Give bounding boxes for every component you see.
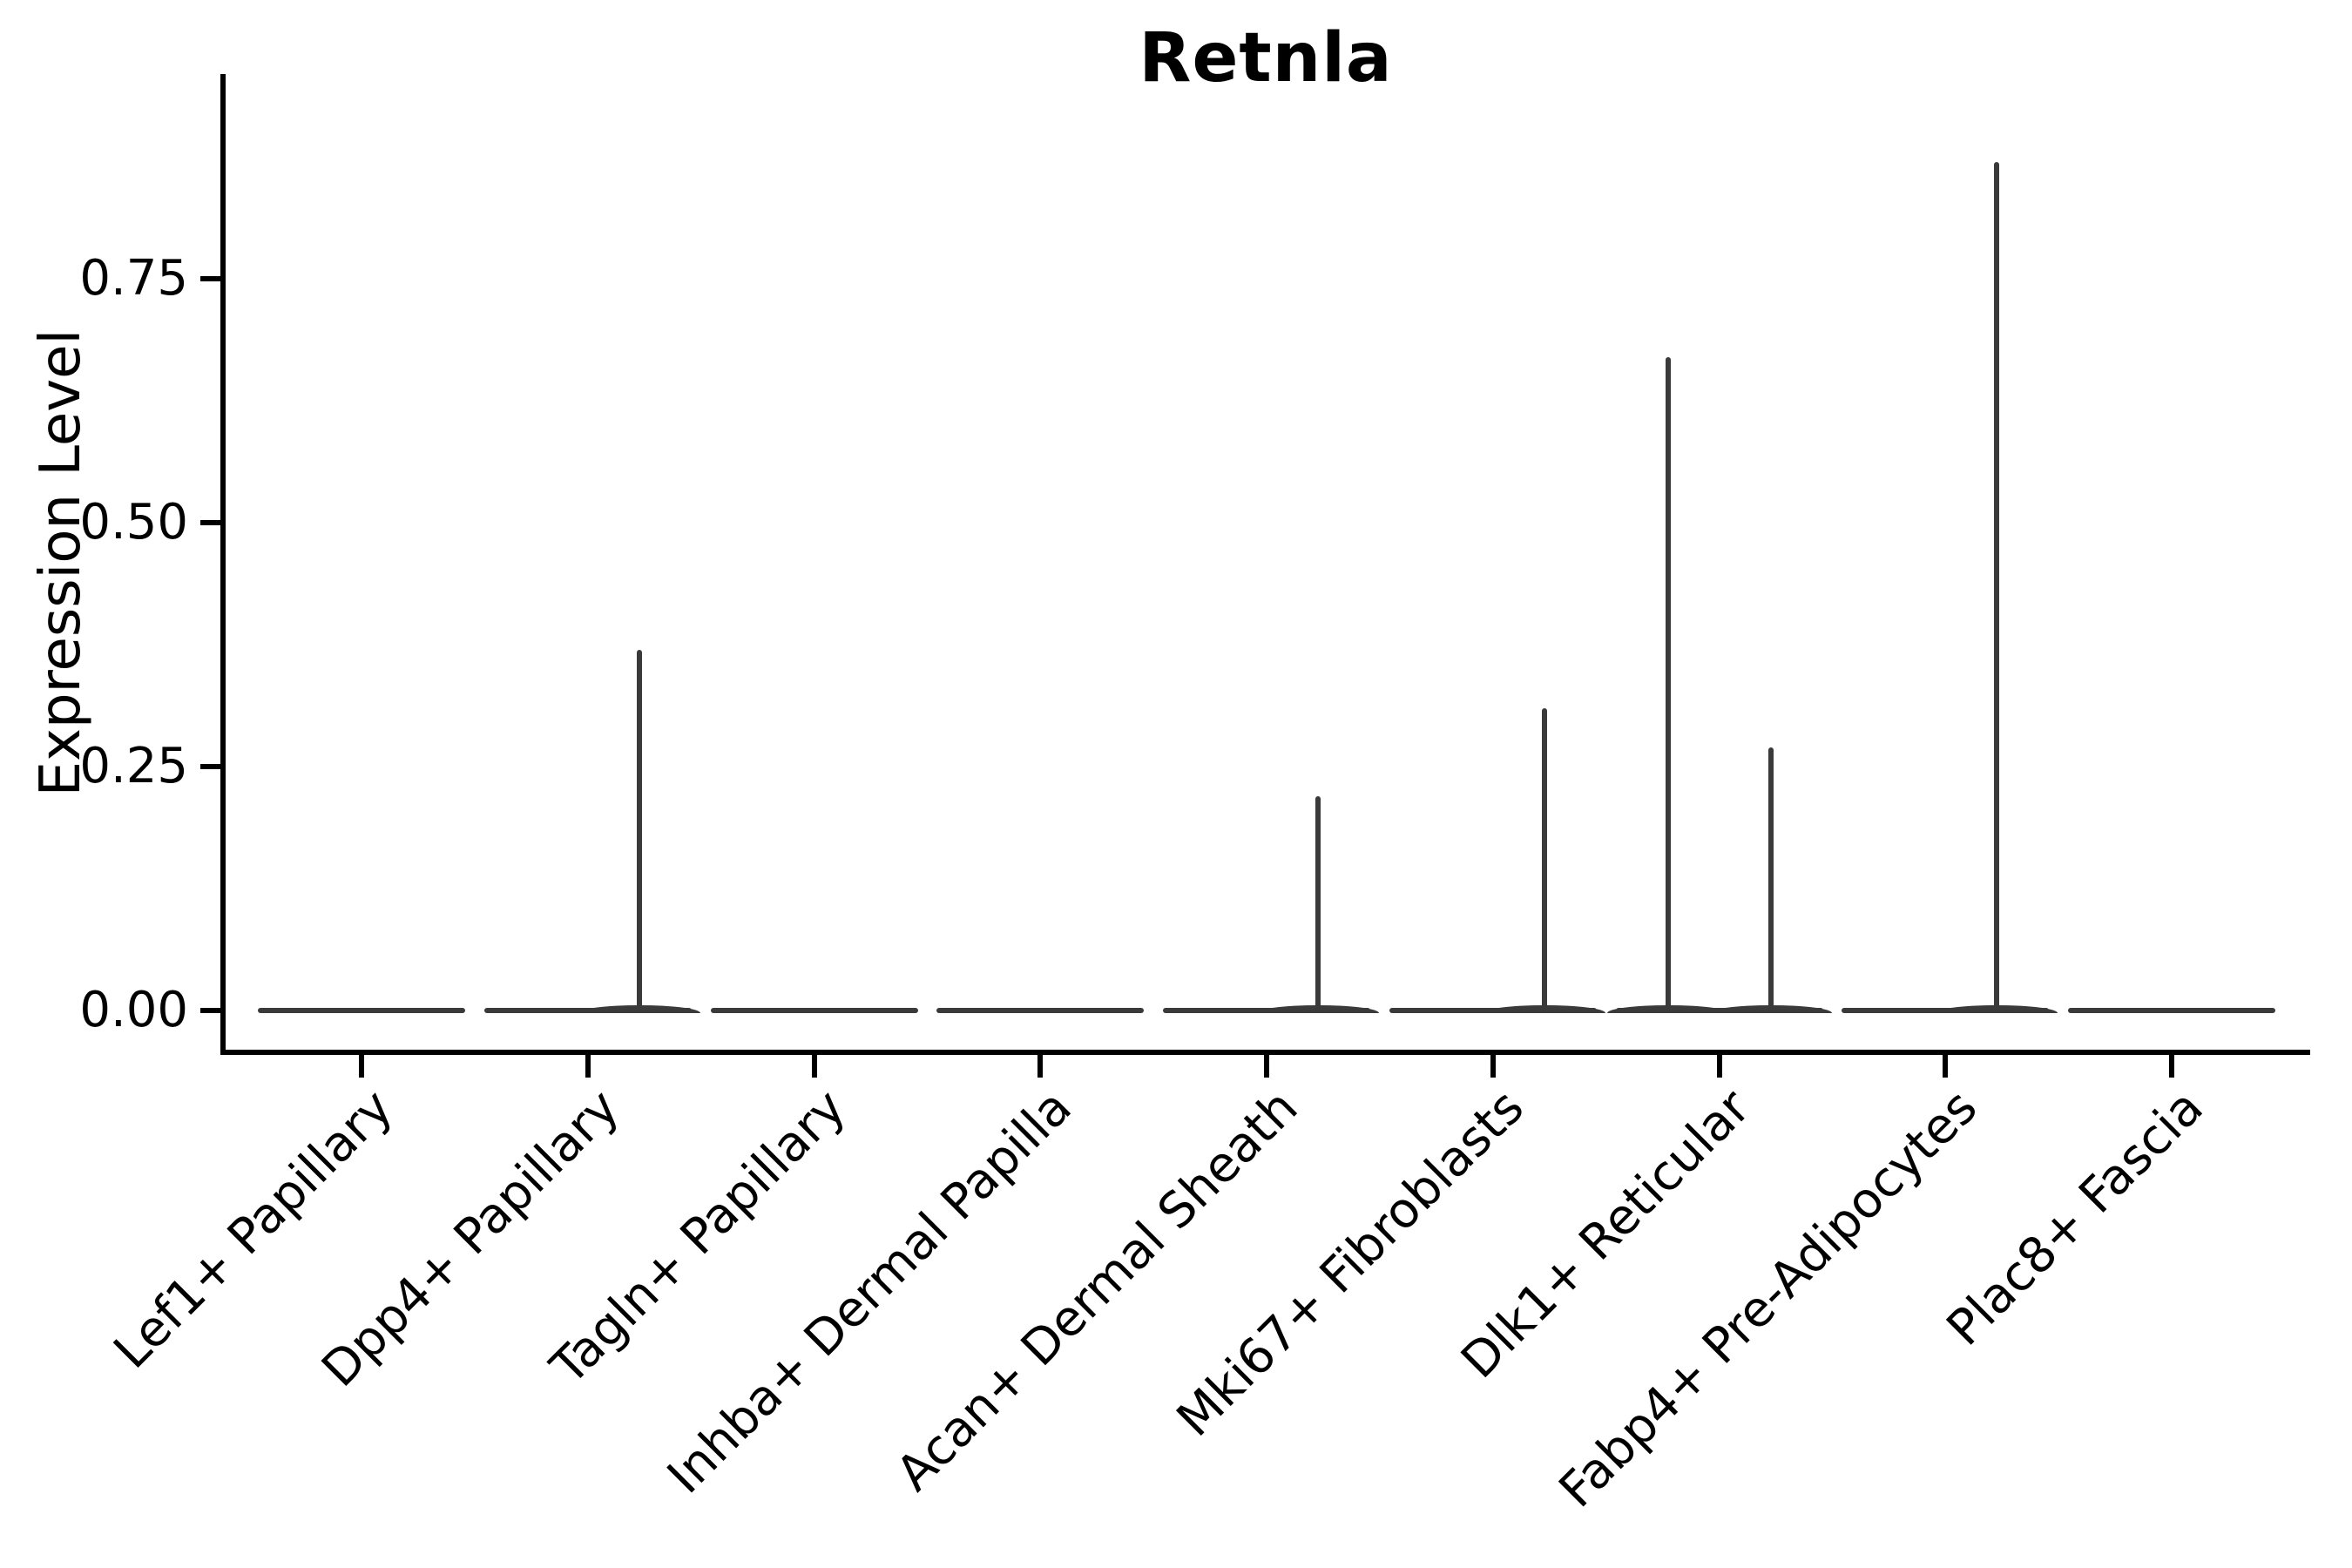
y-tick-label: 0.50 — [79, 494, 188, 551]
x-tick — [2169, 1055, 2174, 1078]
y-tick-label: 0.25 — [79, 738, 188, 794]
x-tick — [1943, 1055, 1949, 1078]
y-tick-label: 0.00 — [79, 982, 188, 1038]
x-tick — [811, 1055, 817, 1078]
violin-spike — [1994, 161, 2000, 1013]
y-tick — [200, 1008, 223, 1013]
x-tick — [585, 1055, 591, 1078]
violin-spike — [636, 649, 642, 1013]
chart-title: Retnla — [1139, 19, 1393, 98]
violin-spike — [1315, 795, 1321, 1013]
y-tick — [200, 276, 223, 281]
x-axis-spine — [220, 1050, 2310, 1055]
x-tick-label: Fabp4+ Pre-Adipocytes — [1548, 1078, 1988, 1519]
y-axis-spine — [220, 74, 226, 1055]
y-tick-label: 0.75 — [79, 250, 188, 307]
violin-body — [2068, 1008, 2275, 1013]
violin-body — [936, 1008, 1145, 1013]
x-tick-label: Acan+ Dermal Sheath — [886, 1078, 1309, 1503]
x-tick — [1716, 1055, 1722, 1078]
x-tick — [1264, 1055, 1269, 1078]
x-tick-label: Inhba+ Dermal Papilla — [657, 1078, 1083, 1505]
y-tick — [200, 520, 223, 525]
violin-body — [258, 1008, 465, 1013]
violin-spike — [1665, 356, 1671, 1013]
y-tick — [200, 764, 223, 769]
violin-spike — [1541, 707, 1547, 1013]
x-tick — [359, 1055, 364, 1078]
x-tick — [1490, 1055, 1496, 1078]
violin-spike — [1767, 747, 1774, 1013]
x-tick — [1037, 1055, 1044, 1078]
violin-body — [710, 1008, 918, 1013]
